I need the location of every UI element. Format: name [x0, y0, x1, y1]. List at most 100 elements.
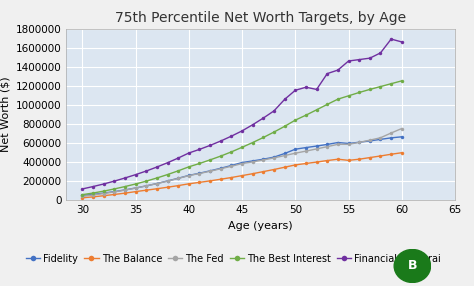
Fidelity — [133, 186, 138, 190]
The Best Interest — [197, 162, 202, 165]
The Balance — [164, 186, 170, 189]
The Balance — [154, 187, 160, 190]
Fidelity — [388, 136, 394, 140]
Fidelity — [164, 179, 170, 183]
The Best Interest — [175, 169, 181, 172]
Financial Samurai — [111, 179, 117, 183]
The Balance — [356, 158, 362, 161]
The Balance — [101, 194, 107, 197]
Financial Samurai — [388, 37, 394, 41]
Financial Samurai — [250, 123, 255, 126]
The Best Interest — [367, 88, 373, 91]
The Best Interest — [101, 189, 107, 193]
Fidelity — [122, 188, 128, 192]
The Fed — [388, 131, 394, 135]
The Fed — [154, 182, 160, 185]
The Balance — [90, 195, 96, 198]
The Fed — [271, 156, 277, 160]
Financial Samurai — [335, 68, 341, 72]
Financial Samurai — [346, 59, 351, 63]
The Best Interest — [250, 141, 255, 144]
The Fed — [399, 127, 405, 130]
The Fed — [175, 177, 181, 180]
The Balance — [314, 160, 319, 164]
Financial Samurai — [378, 51, 383, 55]
Financial Samurai — [207, 144, 213, 147]
The Fed — [122, 188, 128, 192]
The Best Interest — [378, 85, 383, 88]
Fidelity — [239, 161, 245, 164]
Financial Samurai — [239, 129, 245, 133]
The Best Interest — [346, 94, 351, 98]
Fidelity — [292, 148, 298, 151]
Financial Samurai — [164, 161, 170, 164]
The Best Interest — [356, 91, 362, 94]
The Best Interest — [164, 173, 170, 176]
Financial Samurai — [356, 58, 362, 61]
The Best Interest — [271, 130, 277, 134]
The Balance — [111, 193, 117, 196]
The Best Interest — [314, 108, 319, 112]
Financial Samurai — [154, 165, 160, 169]
Financial Samurai — [197, 148, 202, 151]
Fidelity — [324, 143, 330, 146]
The Fed — [90, 193, 96, 197]
The Best Interest — [122, 185, 128, 188]
Circle shape — [394, 249, 430, 283]
The Best Interest — [143, 179, 149, 183]
The Balance — [271, 168, 277, 171]
The Fed — [207, 170, 213, 173]
The Best Interest — [154, 176, 160, 180]
The Balance — [367, 156, 373, 159]
The Fed — [228, 164, 234, 168]
The Fed — [101, 192, 107, 195]
The Balance — [388, 152, 394, 156]
The Balance — [186, 182, 191, 186]
The Fed — [314, 147, 319, 151]
Fidelity — [218, 166, 224, 170]
The Balance — [239, 174, 245, 177]
The Fed — [250, 160, 255, 164]
Y-axis label: Net Worth ($): Net Worth ($) — [0, 77, 10, 152]
Line: The Fed: The Fed — [81, 127, 403, 198]
The Fed — [133, 186, 138, 190]
Fidelity — [80, 194, 85, 197]
X-axis label: Age (years): Age (years) — [228, 221, 293, 231]
Financial Samurai — [175, 156, 181, 160]
The Balance — [250, 172, 255, 175]
Financial Samurai — [101, 182, 107, 186]
Fidelity — [335, 141, 341, 144]
The Fed — [335, 143, 341, 146]
The Fed — [378, 136, 383, 140]
The Fed — [367, 138, 373, 142]
Fidelity — [378, 138, 383, 141]
Financial Samurai — [143, 169, 149, 173]
The Best Interest — [228, 150, 234, 154]
The Balance — [175, 184, 181, 187]
Fidelity — [90, 193, 96, 196]
Financial Samurai — [122, 176, 128, 180]
The Best Interest — [399, 79, 405, 83]
The Balance — [399, 151, 405, 154]
Fidelity — [250, 159, 255, 163]
The Balance — [261, 170, 266, 173]
The Best Interest — [207, 158, 213, 162]
The Balance — [143, 188, 149, 192]
Line: Fidelity: Fidelity — [81, 135, 403, 197]
The Best Interest — [388, 82, 394, 86]
Financial Samurai — [80, 187, 85, 191]
The Balance — [122, 191, 128, 195]
The Balance — [80, 196, 85, 200]
The Balance — [207, 179, 213, 182]
Fidelity — [228, 164, 234, 167]
Line: The Best Interest: The Best Interest — [81, 79, 403, 196]
Text: B: B — [408, 259, 417, 273]
The Best Interest — [90, 191, 96, 195]
The Balance — [218, 178, 224, 181]
Financial Samurai — [303, 86, 309, 89]
The Fed — [282, 154, 288, 157]
Fidelity — [356, 140, 362, 144]
The Balance — [335, 158, 341, 161]
The Fed — [346, 143, 351, 146]
Fidelity — [399, 135, 405, 138]
